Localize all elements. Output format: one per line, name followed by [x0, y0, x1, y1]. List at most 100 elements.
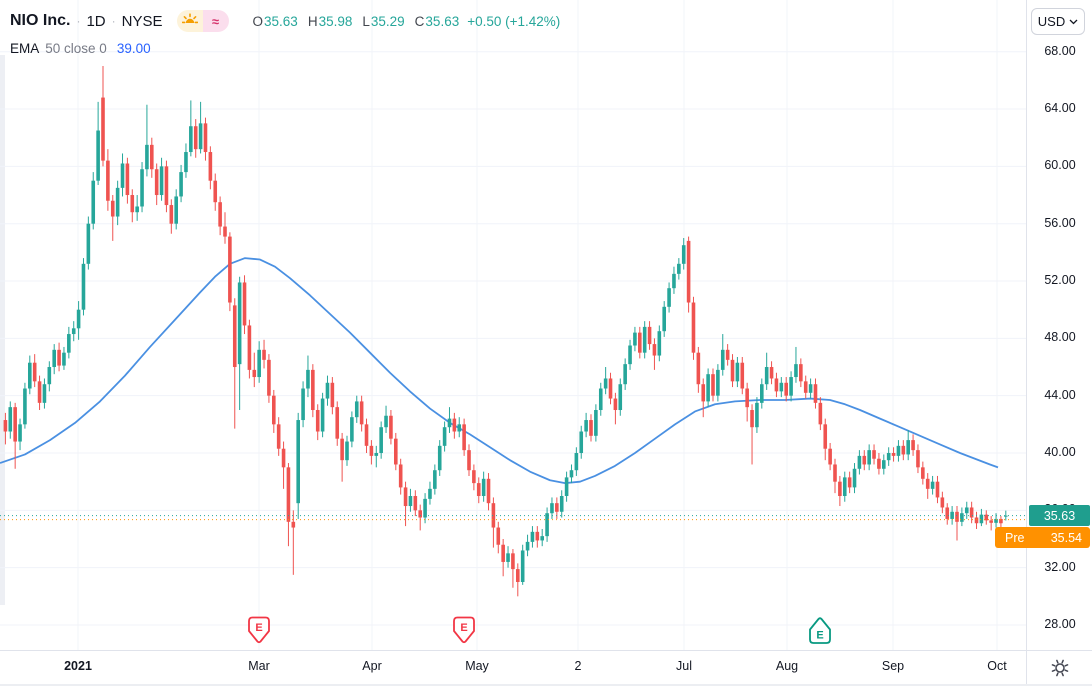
- candle-body: [520, 550, 525, 583]
- candle-body: [481, 478, 486, 497]
- candle-body: [633, 332, 637, 346]
- candle-body: [979, 514, 984, 524]
- candle-body: [86, 223, 91, 264]
- currency-dropdown-button[interactable]: USD: [1031, 8, 1085, 35]
- candle-body: [579, 431, 584, 454]
- candle-body: [896, 445, 901, 456]
- indicator-name: EMA: [10, 40, 40, 56]
- candle-body: [81, 263, 86, 310]
- candle-body: [886, 453, 891, 461]
- candle-body: [242, 282, 247, 326]
- page-bottom-edge: [0, 684, 1092, 686]
- candle-body: [91, 180, 96, 224]
- candle-body: [374, 453, 379, 456]
- candle-body: [564, 477, 569, 497]
- candle-body: [311, 369, 315, 411]
- candle-body: [433, 470, 437, 489]
- interval-label[interactable]: 1D: [86, 12, 106, 30]
- sunrise-premarket-icon: [176, 10, 203, 32]
- price-axis[interactable]: 35.63 Pre 35.54 68.00 64.00 60.00 56.00 52.0…: [995, 0, 1092, 650]
- candle-body: [320, 398, 325, 432]
- candle-body: [808, 384, 813, 393]
- earnings-letter: E: [816, 630, 823, 642]
- earnings-marker-shape: [809, 617, 831, 644]
- candle-body: [647, 326, 652, 345]
- candle-body: [330, 382, 335, 408]
- candle-body: [145, 144, 149, 170]
- time-axis-label: May: [465, 659, 489, 673]
- candle-body: [828, 448, 832, 465]
- candle-body: [852, 468, 857, 488]
- candle-body: [37, 381, 42, 403]
- premarket-price-badge[interactable]: Pre 35.54: [995, 527, 1090, 549]
- candle-body: [891, 453, 896, 456]
- candle-body: [247, 325, 252, 370]
- candle-body: [994, 518, 998, 523]
- symbol-separator: ·: [111, 14, 116, 28]
- candle-body: [228, 236, 232, 303]
- candle-body: [608, 378, 613, 399]
- candle-body: [398, 464, 403, 488]
- last-price-badge[interactable]: 35.63: [1029, 505, 1090, 527]
- candle-body: [833, 464, 837, 482]
- axis-settings-cell[interactable]: [1026, 651, 1092, 685]
- candle-body: [540, 536, 544, 541]
- candle-body: [359, 401, 364, 425]
- candle-body: [306, 369, 310, 389]
- earnings-letter: E: [460, 622, 467, 634]
- candle-body: [618, 384, 623, 411]
- candle-body: [603, 378, 608, 389]
- candle-body: [652, 344, 657, 356]
- candle-body: [96, 130, 100, 181]
- candle-body: [8, 407, 13, 432]
- earnings-marker[interactable]: E: [248, 616, 270, 644]
- candle-body: [130, 195, 135, 213]
- symbol-name: NIO Inc.: [10, 12, 71, 29]
- candle-body: [516, 569, 520, 583]
- candle-body: [213, 180, 218, 203]
- symbol-separator: ·: [76, 14, 81, 28]
- low-value: 35.29: [370, 13, 405, 29]
- candle-body: [960, 513, 964, 522]
- candle-body: [57, 349, 61, 366]
- candlestick-chart-surface[interactable]: E EE: [0, 0, 1026, 650]
- price-axis-label: 60.00: [1044, 158, 1076, 173]
- candle-body: [384, 415, 388, 428]
- earnings-marker[interactable]: E: [809, 617, 831, 644]
- candle-body: [623, 364, 627, 385]
- indicator-params: 50 close 0: [45, 40, 107, 56]
- candle-body: [901, 445, 906, 455]
- candle-body: [291, 521, 296, 528]
- candle-body: [71, 328, 76, 335]
- candle-body: [462, 424, 466, 451]
- candle-body: [394, 438, 398, 465]
- candle-body: [584, 420, 588, 432]
- candle-body: [686, 240, 691, 303]
- candle-body: [198, 123, 203, 150]
- earnings-marker-shape: [453, 616, 475, 644]
- indicator-row[interactable]: EMA 50 close 0 39.00: [10, 36, 560, 60]
- ohlc-readout: O 35.63 H 35.98 L 35.29 C 35.63 +0.50 (+1.42…: [253, 14, 561, 29]
- candle-body: [164, 166, 169, 206]
- earnings-letter: E: [255, 622, 262, 634]
- time-axis-label: Aug: [775, 659, 799, 673]
- time-axis-label: Oct: [987, 659, 1007, 673]
- candle-body: [745, 388, 749, 408]
- candle-body: [803, 381, 808, 393]
- candle-body: [628, 345, 632, 365]
- price-axis-label: 48.00: [1044, 330, 1076, 345]
- candle-body: [67, 334, 71, 353]
- earnings-marker[interactable]: E: [453, 616, 475, 644]
- candle-body: [569, 470, 574, 478]
- market-status-pill[interactable]: ≈: [176, 10, 229, 32]
- candle-body: [472, 470, 476, 484]
- time-axis[interactable]: 2021 Mar Apr May 2 Jul Aug Sep Oct: [0, 650, 1092, 685]
- candle-body: [208, 152, 213, 181]
- candle-body: [335, 407, 340, 439]
- candle-body: [418, 510, 422, 518]
- high-value: 35.98: [318, 13, 353, 29]
- candle-body: [169, 205, 174, 224]
- candle-body: [555, 503, 559, 512]
- candle-body: [818, 402, 823, 425]
